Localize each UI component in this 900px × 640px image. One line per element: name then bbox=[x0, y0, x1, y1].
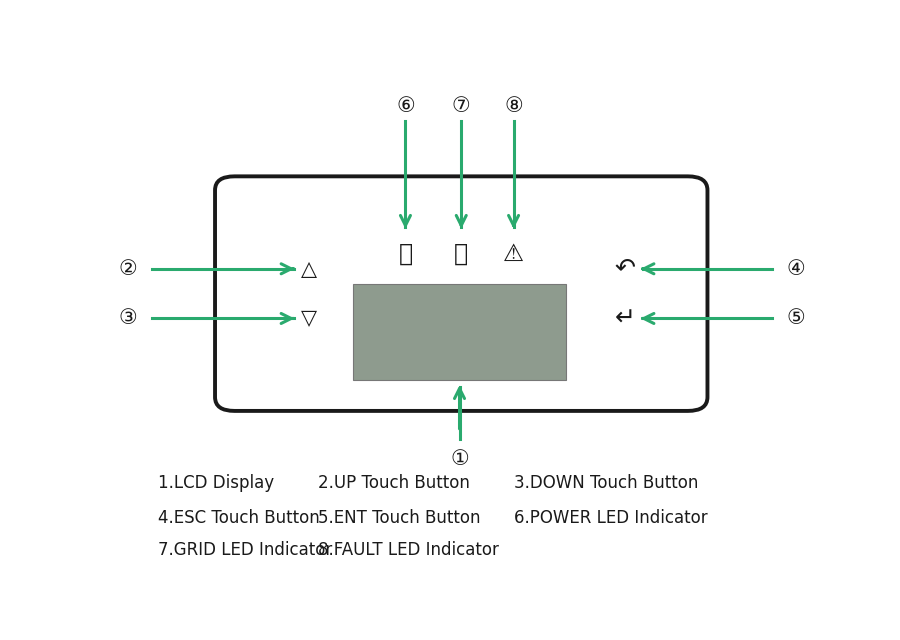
Text: 1.LCD Display: 1.LCD Display bbox=[158, 474, 274, 492]
Text: ↵: ↵ bbox=[615, 307, 635, 330]
Text: ③: ③ bbox=[119, 308, 137, 328]
Bar bbox=[353, 284, 566, 380]
Text: △: △ bbox=[302, 259, 317, 279]
Text: ▽: ▽ bbox=[302, 308, 317, 328]
Text: ④: ④ bbox=[787, 259, 806, 279]
Text: ⚠: ⚠ bbox=[503, 242, 524, 266]
Text: 6.POWER LED Indicator: 6.POWER LED Indicator bbox=[514, 509, 707, 527]
FancyBboxPatch shape bbox=[215, 177, 707, 411]
Text: ⑥: ⑥ bbox=[396, 97, 415, 116]
Text: ⦾: ⦾ bbox=[454, 242, 468, 266]
Text: 3.DOWN Touch Button: 3.DOWN Touch Button bbox=[514, 474, 698, 492]
Text: 2.UP Touch Button: 2.UP Touch Button bbox=[319, 474, 470, 492]
Text: 8.FAULT LED Indicator: 8.FAULT LED Indicator bbox=[319, 541, 500, 559]
Text: ②: ② bbox=[119, 259, 137, 279]
Text: ⑧: ⑧ bbox=[504, 97, 523, 116]
Text: 4.ESC Touch Button: 4.ESC Touch Button bbox=[158, 509, 320, 527]
Text: 7.GRID LED Indicator: 7.GRID LED Indicator bbox=[158, 541, 332, 559]
Text: ⑤: ⑤ bbox=[787, 308, 806, 328]
Text: ①: ① bbox=[450, 449, 469, 468]
Text: ↶: ↶ bbox=[615, 257, 635, 281]
Text: 5.ENT Touch Button: 5.ENT Touch Button bbox=[319, 509, 481, 527]
Text: ⑦: ⑦ bbox=[452, 97, 471, 116]
Text: ⏻: ⏻ bbox=[399, 242, 412, 266]
